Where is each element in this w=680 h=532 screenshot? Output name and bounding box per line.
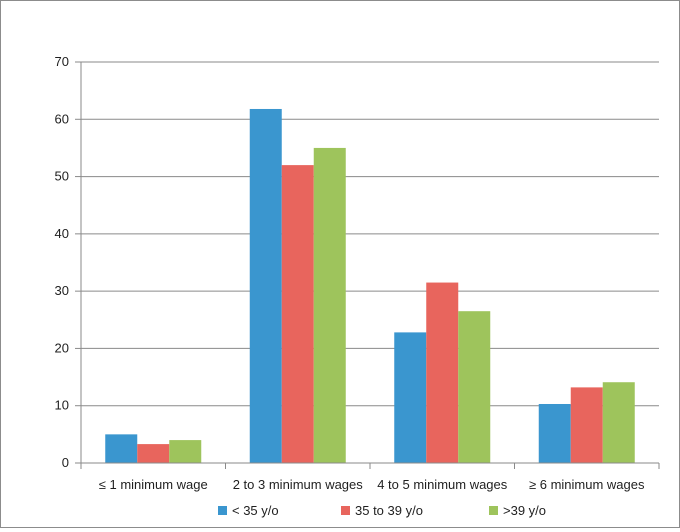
bar bbox=[281, 165, 314, 463]
x-tick-label: ≥ 6 minimum wages bbox=[529, 477, 645, 492]
bar bbox=[426, 282, 459, 463]
legend-swatch bbox=[341, 506, 350, 515]
x-tick-label: 4 to 5 minimum wages bbox=[377, 477, 508, 492]
bar bbox=[313, 147, 346, 463]
bar bbox=[169, 440, 202, 463]
bar bbox=[249, 108, 282, 463]
y-tick-label: 70 bbox=[55, 54, 69, 69]
bar bbox=[105, 434, 138, 463]
legend-label: < 35 y/o bbox=[232, 503, 279, 518]
gridlines bbox=[81, 61, 659, 407]
y-tick-label: 0 bbox=[62, 455, 69, 470]
y-tick-label: 60 bbox=[55, 111, 69, 126]
y-axis: 0 10 20 30 40 50 60 70 bbox=[55, 54, 82, 470]
y-tick-label: 30 bbox=[55, 283, 69, 298]
y-tick-label: 40 bbox=[55, 226, 69, 241]
legend: < 35 y/o 35 to 39 y/o >39 y/o bbox=[218, 503, 546, 518]
bar bbox=[137, 444, 170, 463]
y-tick-label: 10 bbox=[55, 398, 69, 413]
bar bbox=[570, 387, 603, 463]
x-tick-label: ≤ 1 minimum wage bbox=[99, 477, 208, 492]
bar bbox=[458, 311, 491, 463]
legend-swatch bbox=[489, 506, 498, 515]
bar bbox=[602, 382, 635, 463]
bar bbox=[394, 332, 427, 463]
x-tick-label: 2 to 3 minimum wages bbox=[233, 477, 364, 492]
legend-label: >39 y/o bbox=[503, 503, 546, 518]
bars bbox=[105, 108, 635, 463]
x-axis: ≤ 1 minimum wage 2 to 3 minimum wages 4 to… bbox=[80, 462, 660, 492]
y-tick-label: 50 bbox=[55, 169, 69, 184]
legend-label: 35 to 39 y/o bbox=[355, 503, 423, 518]
legend-swatch bbox=[218, 506, 227, 515]
y-tick-label: 20 bbox=[55, 340, 69, 355]
bar bbox=[538, 403, 571, 463]
